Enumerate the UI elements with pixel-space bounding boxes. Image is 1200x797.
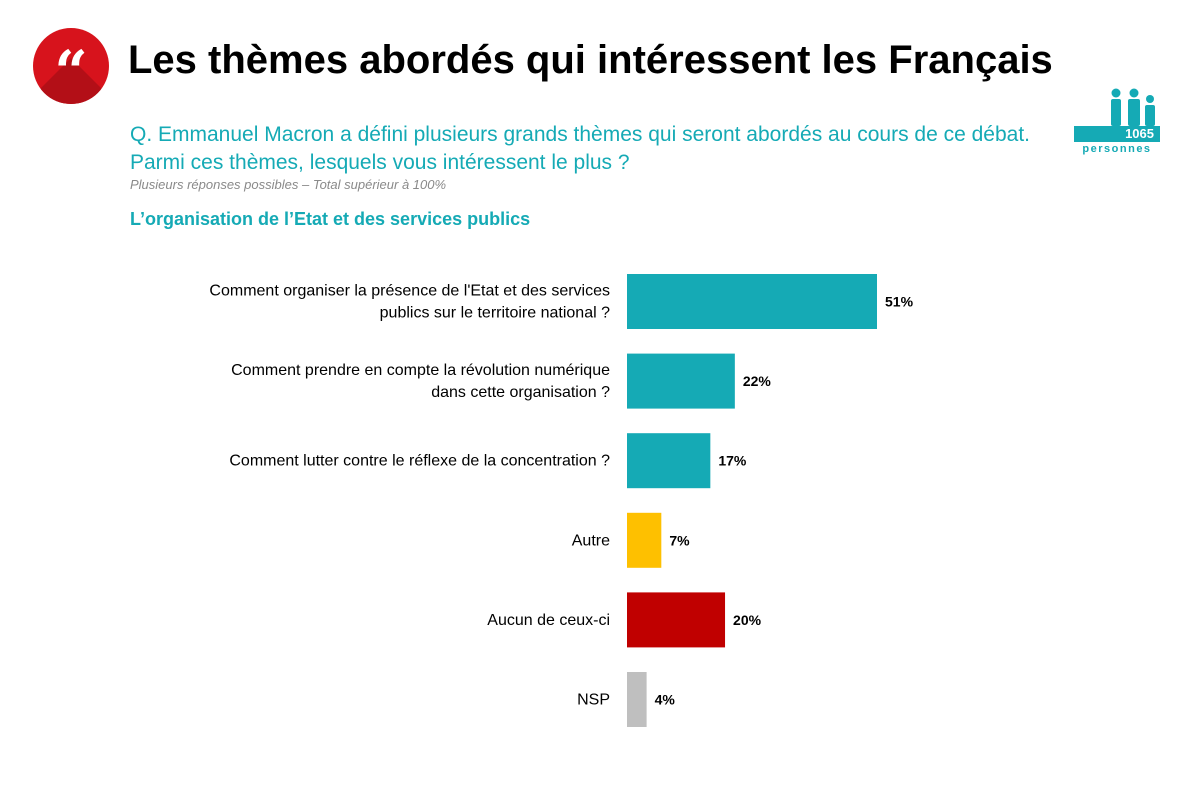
category-label-0: Comment organiser la présence de l'Etat … [209,283,610,322]
category-label-2: Comment lutter contre le réflexe de la c… [229,453,610,470]
survey-question: Q. Emmanuel Macron a défini plusieurs gr… [130,123,1030,174]
category-label-line: publics sur le territoire national ? [380,305,610,322]
value-label-5: 4% [655,692,676,708]
bar-4 [627,592,726,648]
category-label-line: dans cette organisation ? [431,384,610,401]
bar-5 [627,672,647,727]
value-label-0: 51% [885,294,914,310]
category-label-line: Comment organiser la présence de l'Etat … [209,283,610,300]
sample-unit: personnes [1082,143,1152,155]
value-label-2: 17% [718,453,747,469]
quote-logo: “ [33,28,109,104]
category-label-line: Comment lutter contre le réflexe de la c… [229,453,610,470]
bar-0 [627,274,877,329]
quote-icon: “ [54,38,88,104]
value-label-4: 20% [733,612,762,628]
page-title: Les thèmes abordés qui intéressent les F… [128,38,1053,82]
category-label-3: Autre [572,532,610,549]
category-label-1: Comment prendre en compte la révolution … [231,362,610,401]
response-note: Plusieurs réponses possibles – Total sup… [130,177,447,192]
section-title: L’organisation de l’Etat et des services… [130,209,531,229]
category-label-line: NSP [577,692,610,709]
value-label-1: 22% [743,373,772,389]
category-label-4: Aucun de ceux-ci [487,612,610,629]
people-icon [1111,88,1155,126]
sample-size-badge: 1065 personnes [1074,88,1160,158]
category-label-5: NSP [577,692,610,709]
category-label-line: Aucun de ceux-ci [487,612,610,629]
sample-bar [1074,126,1160,142]
value-label-3: 7% [669,532,690,548]
category-label-line: Autre [572,532,610,549]
bar-1 [627,353,735,409]
bar-3 [627,512,662,568]
category-label-line: Comment prendre en compte la révolution … [231,362,610,379]
bar-2 [627,433,711,489]
sample-count: 1065 [1125,126,1154,141]
